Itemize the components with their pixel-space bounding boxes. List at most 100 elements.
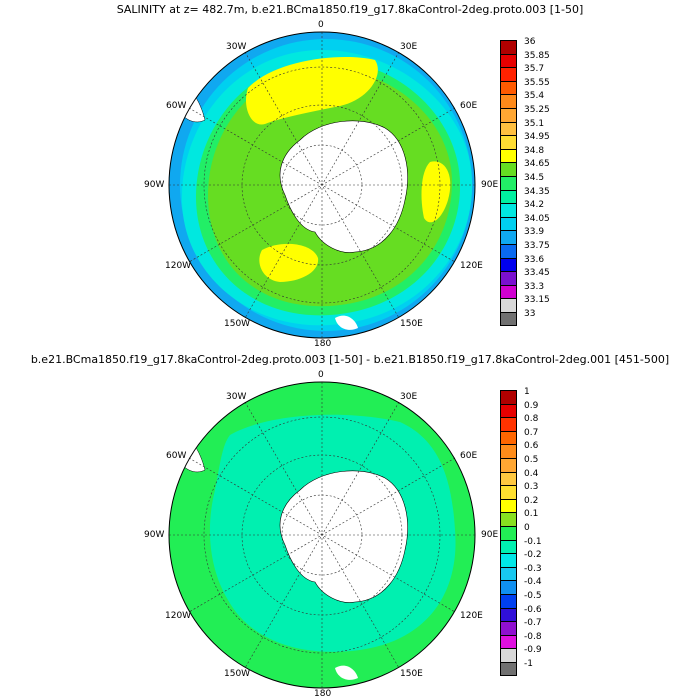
- colorbar-label: -0.4: [524, 577, 542, 588]
- colorbar-label: -1: [524, 659, 533, 669]
- lon-label-0: 0: [318, 20, 324, 30]
- colorbar-swatch: [500, 417, 517, 431]
- lon-label-150w: 150W: [224, 319, 251, 329]
- colorbar-label: 33.6: [524, 254, 545, 265]
- colorbar-label: 33.15: [524, 295, 550, 306]
- colorbar-swatch: [500, 108, 517, 122]
- colorbar-label: 34.8: [524, 145, 545, 156]
- colorbar-swatch: [500, 312, 517, 326]
- lon-label-0: 0: [318, 370, 324, 380]
- colorbar-swatch: [500, 471, 517, 486]
- colorbar-swatch: [500, 216, 517, 231]
- colorbar-label: 33.3: [524, 281, 545, 292]
- colorbar-label: 0.7: [524, 427, 539, 438]
- colorbar-swatch: [500, 203, 517, 217]
- lon-label-120w: 120W: [165, 261, 192, 271]
- colorbar-label: 35.25: [524, 105, 550, 115]
- colorbar-label: 33: [524, 309, 536, 319]
- difference-panel: b.e21.BCma1850.f19_g17.8kaControl-2deg.p…: [0, 350, 700, 700]
- colorbar-swatch: [500, 80, 517, 95]
- colorbar-swatch: [500, 594, 517, 608]
- salinity-high-patch-3: [421, 161, 451, 223]
- map-boundary: [168, 31, 476, 339]
- colorbar-swatch: [500, 485, 517, 499]
- panel-title: SALINITY at z= 482.7m, b.e21.BCma1850.f1…: [116, 3, 584, 16]
- colorbar-label: -0.2: [524, 550, 542, 561]
- colorbar-swatch: [500, 189, 517, 204]
- lon-label-120w: 120W: [165, 611, 192, 621]
- lon-label-90e: 90E: [481, 180, 499, 190]
- salinity-high-patch-1: [245, 57, 378, 125]
- new-zealand-land: [335, 315, 358, 330]
- colorbar-swatch: [500, 648, 517, 662]
- lon-label-30w: 30W: [226, 42, 247, 52]
- lon-label-30w: 30W: [226, 392, 247, 402]
- colorbar-swatch: [500, 390, 517, 404]
- lon-label-150w: 150W: [224, 669, 251, 679]
- colorbar-swatch: [500, 512, 517, 526]
- lon-label-30e: 30E: [400, 392, 418, 402]
- colorbar-swatch: [500, 621, 517, 635]
- colorbar-swatch: [500, 444, 517, 458]
- antarctica-land: [279, 470, 408, 603]
- colorbar-swatch: [500, 298, 517, 312]
- lon-label-60w: 60W: [166, 451, 187, 461]
- colorbar-label: 34.2: [524, 200, 545, 211]
- colorbar-label: 0.3: [524, 482, 539, 493]
- colorbar-swatch: [500, 94, 517, 108]
- salinity-high-patch-2: [259, 243, 319, 282]
- lon-label-150e: 150E: [400, 669, 423, 679]
- lon-label-120e: 120E: [460, 261, 483, 271]
- colorbar-swatch: [500, 284, 517, 299]
- colorbar-label: 0.5: [524, 455, 539, 465]
- salinity-panel: SALINITY at z= 482.7m, b.e21.BCma1850.f1…: [116, 3, 584, 349]
- colorbar-label: 34.05: [524, 213, 550, 224]
- graticule: [169, 382, 475, 688]
- colorbar-swatch: [500, 607, 517, 622]
- lon-label-60e: 60E: [460, 451, 478, 461]
- colorbar-swatch: [500, 580, 517, 594]
- lon-label-90w: 90W: [144, 530, 165, 540]
- colorbar-swatch: [500, 230, 517, 244]
- colorbar-label: 35.85: [524, 50, 550, 61]
- colorbar-swatch: [500, 498, 517, 513]
- colorbar-swatch: [500, 40, 517, 54]
- new-zealand-land: [335, 665, 358, 680]
- colorbar-swatch: [500, 148, 517, 163]
- lon-label-30e: 30E: [400, 42, 418, 52]
- lon-label-150e: 150E: [400, 319, 423, 329]
- colorbar-swatch: [500, 257, 517, 272]
- lon-label-60w: 60W: [166, 101, 187, 111]
- colorbar-label: -0.5: [524, 591, 542, 601]
- colorbar-label: 35.4: [524, 91, 545, 102]
- colorbar-label: 0.6: [524, 441, 539, 452]
- colorbar-label: 35.7: [524, 64, 545, 75]
- lon-label-120e: 120E: [460, 611, 483, 621]
- colorbar-label: 0.2: [524, 495, 539, 506]
- colorbar-label: -0.1: [524, 536, 542, 547]
- colorbar-label: 33.45: [524, 268, 550, 279]
- colorbar-label: 34.5: [524, 173, 545, 183]
- colorbar-label: 0.4: [524, 468, 539, 479]
- lon-label-180: 180: [314, 689, 332, 699]
- colorbar-label: 35.55: [524, 77, 550, 88]
- colorbar-swatch: [500, 271, 517, 285]
- colorbar-label: 34.65: [524, 159, 550, 170]
- colorbar-label: -0.9: [524, 645, 542, 656]
- colorbar-label: 34.35: [524, 186, 550, 197]
- colorbar-swatch: [500, 430, 517, 445]
- colorbar-label: -0.8: [524, 631, 542, 642]
- colorbar-swatch: [500, 244, 517, 258]
- colorbar-swatch: [500, 67, 517, 81]
- colorbar-label: 36: [524, 37, 536, 47]
- colorbar-swatch: [500, 553, 517, 567]
- lon-label-180: 180: [314, 339, 332, 349]
- colorbar-label: -0.7: [524, 618, 542, 629]
- colorbar-swatch: [500, 135, 517, 149]
- colorbar-swatch: [500, 403, 517, 418]
- panel-title: b.e21.BCma1850.f19_g17.8kaControl-2deg.p…: [30, 353, 670, 366]
- colorbar-label: 0.8: [524, 414, 539, 425]
- colorbar-swatch: [500, 176, 517, 190]
- map-boundary: [168, 381, 476, 689]
- colorbar-label: -0.3: [524, 563, 542, 574]
